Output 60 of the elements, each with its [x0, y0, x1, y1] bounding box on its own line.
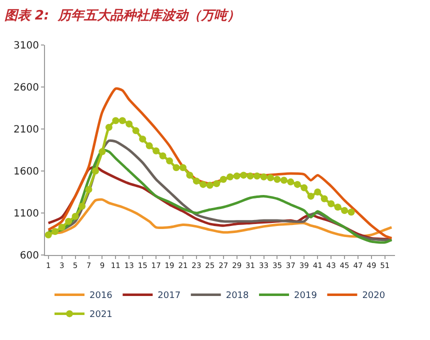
y-tick-label: 3100 — [14, 40, 39, 52]
legend-label: 2020 — [362, 291, 386, 302]
point — [105, 124, 112, 131]
point — [233, 172, 240, 180]
point — [246, 172, 254, 180]
point — [348, 208, 355, 216]
point — [307, 192, 314, 200]
point — [320, 195, 328, 202]
y-tick-label: 2600 — [14, 82, 39, 94]
line-series — [47, 87, 393, 240]
point — [52, 228, 59, 235]
point — [146, 142, 153, 150]
y-tick-label: 600 — [20, 250, 39, 262]
legend-label: 2021 — [90, 310, 112, 320]
point — [159, 152, 166, 160]
point — [152, 147, 160, 154]
point — [206, 182, 214, 189]
point — [112, 117, 120, 124]
point — [314, 188, 322, 196]
y-tick-label: 1100 — [14, 208, 39, 220]
point — [98, 148, 106, 156]
point — [139, 136, 146, 143]
legend-label: 2018 — [226, 291, 250, 302]
point — [328, 200, 335, 208]
point — [65, 218, 72, 225]
legend-label: 2019 — [294, 291, 318, 302]
point — [179, 164, 186, 172]
point — [78, 202, 86, 210]
y-tick-label: 1600 — [14, 166, 39, 178]
point — [85, 186, 92, 193]
point — [58, 224, 66, 231]
point — [126, 120, 133, 128]
point — [192, 178, 200, 185]
point — [334, 204, 342, 211]
point — [45, 231, 52, 238]
point — [266, 174, 274, 182]
point — [280, 176, 288, 184]
point — [240, 172, 248, 179]
point — [172, 164, 180, 172]
point — [72, 212, 79, 220]
point — [254, 172, 261, 180]
point — [300, 184, 308, 192]
point — [132, 127, 140, 134]
point — [213, 180, 220, 188]
chart-title: 图表 2: 历年五大品种社库波动（万吨） — [4, 7, 240, 24]
point — [260, 173, 268, 180]
point — [294, 180, 301, 188]
legend-label: 2016 — [90, 291, 113, 302]
point — [341, 206, 348, 214]
point — [92, 168, 99, 174]
point — [166, 157, 174, 164]
point — [287, 178, 294, 186]
point — [220, 176, 227, 183]
point — [186, 172, 194, 179]
legend-label: 2017 — [158, 291, 181, 302]
point — [274, 176, 281, 183]
y-tick-label: 2100 — [14, 124, 39, 136]
point — [200, 180, 207, 188]
point — [226, 173, 234, 180]
point — [118, 117, 126, 124]
